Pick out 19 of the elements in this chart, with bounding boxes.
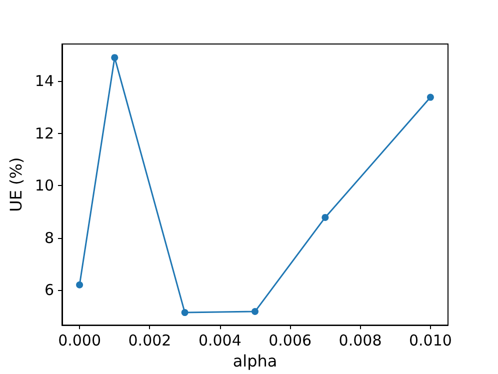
point	[181, 309, 188, 316]
point	[322, 214, 329, 221]
x-axis-title: alpha	[232, 352, 278, 370]
point	[111, 54, 118, 62]
y-tick-label: 12	[34, 124, 54, 142]
x-tick-label: 0.004	[198, 332, 242, 350]
x-tick-label: 0.002	[128, 332, 172, 350]
point	[426, 94, 434, 101]
y-tick-label: 10	[34, 176, 54, 195]
y-axis-title: UE (%)	[6, 157, 26, 212]
point	[76, 281, 84, 288]
y-tick-label: 8	[44, 228, 54, 247]
x-tick-label: 0.010	[408, 332, 452, 350]
y-tick-label: 6	[44, 281, 54, 300]
x-tick-label: 0.008	[338, 332, 382, 350]
y-tick-label: 14	[34, 72, 54, 90]
x-tick-label: 0.000	[58, 332, 102, 350]
x-tick-label: 0.006	[268, 332, 312, 350]
point	[252, 308, 258, 316]
